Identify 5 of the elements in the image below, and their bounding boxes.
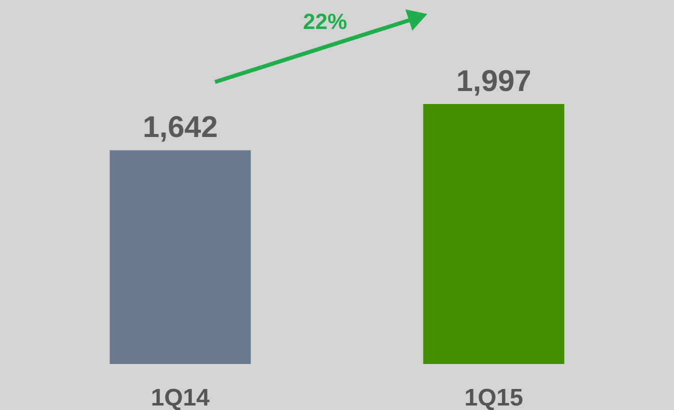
x-tick-label: 1Q15 <box>464 384 524 410</box>
data-label: 1,642 <box>142 111 218 144</box>
x-tick-label: 1Q14 <box>150 384 210 410</box>
data-label: 1,997 <box>456 65 532 98</box>
text: 22% <box>302 9 348 34</box>
